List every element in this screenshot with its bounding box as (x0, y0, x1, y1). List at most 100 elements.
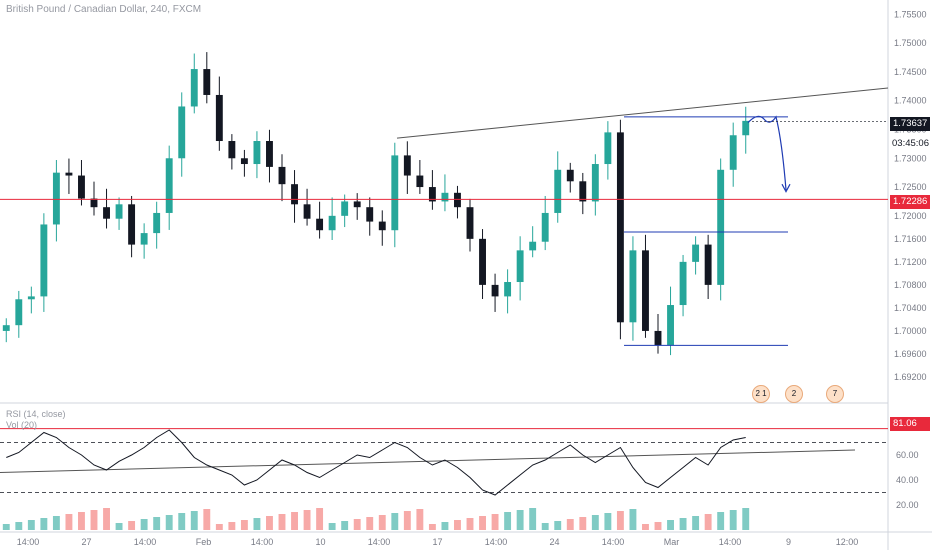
candle-body (316, 218, 324, 231)
volume-bar (291, 512, 298, 530)
event-icon-uk-flag-2[interactable]: 7 (826, 385, 844, 403)
candle-body (491, 284, 499, 297)
volume-bar (2, 524, 10, 530)
event-icon-uk-flag[interactable]: 2 1 (752, 385, 770, 403)
candle-body (704, 244, 712, 285)
time-tick-label: 14:00 (17, 537, 40, 547)
volume-bar (303, 510, 311, 530)
candle-body (52, 172, 60, 225)
time-tick-label: 14:00 (602, 537, 625, 547)
volume-bar (679, 518, 687, 530)
volume-bar (378, 515, 386, 530)
volume-bar (78, 512, 85, 530)
volume-bar (692, 516, 700, 530)
price-tick-label: 1.75500 (894, 9, 927, 19)
volume-bar (541, 523, 549, 530)
volume-bar (629, 509, 637, 530)
volume-bar (316, 508, 324, 530)
volume-bar (704, 514, 712, 530)
time-tick-label: 14:00 (251, 537, 274, 547)
volume-bar (128, 521, 136, 530)
candle-body (667, 305, 674, 346)
volume-bar (115, 523, 123, 530)
time-tick-label: 24 (549, 537, 559, 547)
candle-body (654, 330, 662, 346)
projection-path (747, 115, 787, 190)
candle-body (103, 207, 110, 219)
volume-bar (604, 513, 612, 530)
volume-bar (454, 520, 461, 530)
price-tick-label: 1.69600 (894, 349, 927, 359)
time-tick-label: Feb (196, 537, 212, 547)
chart-title: British Pound / Canadian Dollar, 240, FX… (6, 4, 202, 15)
current-price-badge: 1.73637 (890, 117, 930, 131)
price-tick-label: 1.73000 (894, 153, 927, 163)
volume-bar (642, 524, 649, 530)
candle-body (441, 192, 449, 202)
candle-body (178, 106, 186, 159)
candle-body (504, 282, 512, 297)
candle-body (65, 172, 73, 176)
rsi-line (6, 429, 746, 496)
price-tick-label: 1.71200 (894, 257, 927, 267)
candle-body (2, 325, 10, 331)
time-tick-label: 9 (786, 537, 791, 547)
volume-bar (203, 509, 211, 530)
candle-body (341, 201, 349, 216)
volume-bar (328, 523, 336, 530)
candle-body (328, 215, 336, 231)
price-tick-label: 1.74500 (894, 67, 927, 77)
volume-bar (529, 508, 537, 530)
volume-bar (165, 515, 173, 530)
candle-body (566, 169, 574, 182)
event-icon-ca-flag[interactable]: 2 (785, 385, 803, 403)
candle-body (115, 204, 123, 219)
candle-body (479, 238, 486, 285)
volume-bar (278, 514, 286, 530)
red-line-price-badge: 1.72286 (890, 195, 930, 209)
candle-body (140, 233, 148, 245)
candle-body (729, 135, 737, 170)
volume-bar (441, 522, 449, 530)
candle-body (190, 69, 198, 107)
rsi-indicator-title[interactable]: RSI (14, close) (6, 409, 66, 419)
volume-bar (667, 520, 674, 530)
candle-body (291, 184, 298, 205)
candle-body (366, 207, 374, 222)
price-tick-label: 1.69200 (894, 372, 927, 382)
candle-body (90, 198, 98, 208)
price-tick-label: 1.70000 (894, 326, 927, 336)
candle-body (153, 212, 161, 234)
candle-body (27, 296, 35, 300)
candle-body (253, 141, 261, 165)
candle-body (742, 120, 750, 136)
candle-body (40, 224, 48, 297)
volume-bar (616, 511, 624, 530)
volume-bar (729, 510, 737, 530)
time-tick-label: 14:00 (719, 537, 742, 547)
volume-indicator-title[interactable]: Vol (20) (6, 420, 38, 430)
volume-bar (228, 522, 236, 530)
bar-countdown: 03:45:06 (892, 138, 929, 149)
time-tick-label: 10 (315, 537, 325, 547)
candle-body (353, 201, 361, 208)
volume-bar (353, 519, 361, 530)
volume-bar (215, 524, 223, 530)
rsi-value-badge: 81.06 (890, 417, 930, 431)
volume-bar (178, 513, 186, 530)
candle-body (541, 212, 549, 242)
volume-bar (491, 514, 499, 530)
candle-body (303, 204, 311, 219)
volume-bar (27, 520, 35, 530)
candle-body (604, 132, 612, 165)
volume-bar (90, 510, 98, 530)
price-tick-label: 1.74000 (894, 96, 927, 106)
time-tick-label: 14:00 (485, 537, 508, 547)
projection-arrow-icon (781, 183, 791, 193)
volume-bar (266, 516, 273, 530)
candle-body (391, 155, 399, 231)
volume-bar (717, 512, 725, 530)
candle-body (266, 141, 273, 167)
price-tick-label: 1.70800 (894, 280, 927, 290)
